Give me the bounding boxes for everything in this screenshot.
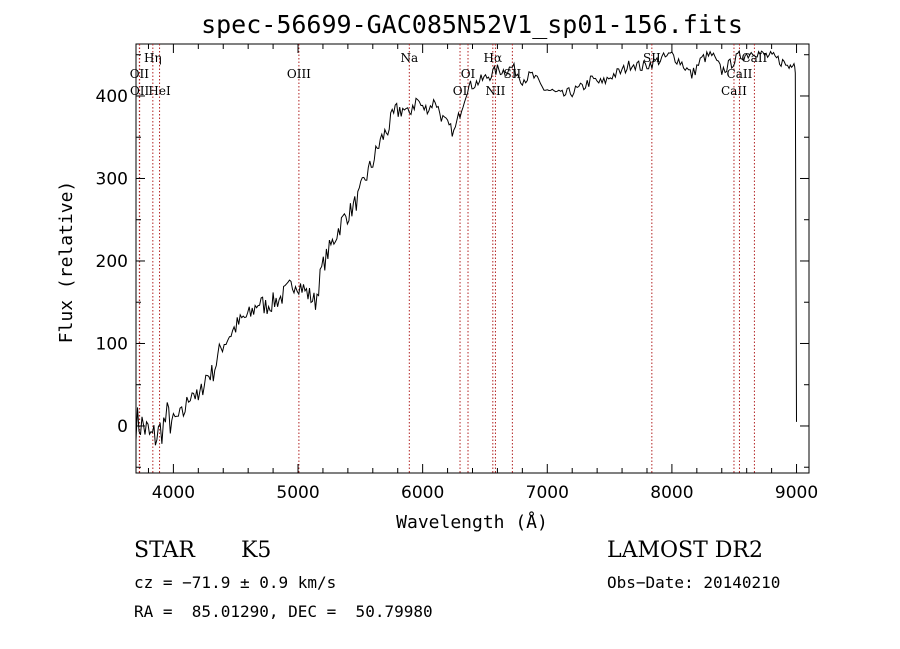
axis-ticks: 4000 5000 6000 7000 8000 9000 0 100 200 300 400 (96, 44, 818, 503)
line-marker-label: Hη (144, 51, 162, 65)
observation-date: Obs−Date: 20140210 (607, 573, 781, 592)
plot-frame (135, 43, 810, 474)
survey-name: LAMOST DR2 (607, 538, 763, 563)
redshift-cz: cz = −71.9 ± 0.9 km/s (134, 573, 337, 592)
line-marker-label: CaII (721, 84, 747, 98)
object-class: STAR (134, 538, 195, 563)
y-tick-label: 100 (96, 334, 128, 354)
line-marker-label: NII (485, 84, 505, 98)
line-marker-label: Na (400, 51, 418, 65)
line-marker-label: Hα (484, 51, 503, 65)
line-marker-label: OII (130, 67, 150, 81)
y-tick-label: 400 (96, 87, 128, 107)
line-marker-label: SII (504, 67, 522, 81)
line-marker-label: HeI (148, 84, 171, 98)
x-axis-label: Wavelength (Å) (396, 511, 548, 533)
y-tick-label: 200 (96, 252, 128, 272)
line-marker-label: OIII (287, 67, 311, 81)
line-marker-label: CaII (741, 51, 767, 65)
line-marker-label: OI (453, 84, 468, 98)
spectrum-line (135, 49, 797, 446)
y-tick-label: 300 (96, 169, 128, 189)
x-tick-label: 5000 (276, 483, 319, 503)
x-tick-label: 4000 (152, 483, 195, 503)
y-tick-label: 0 (117, 417, 128, 437)
x-tick-label: 7000 (526, 483, 569, 503)
line-marker-label: CaII (727, 67, 753, 81)
line-marker-label: SII (643, 51, 661, 65)
ra-dec: RA = 85.01290, DEC = 50.79980 (134, 602, 433, 621)
x-tick-label: 6000 (401, 483, 444, 503)
object-subclass: K5 (241, 538, 272, 563)
y-axis-label: Flux (relative) (56, 181, 77, 344)
x-tick-label: 8000 (650, 483, 693, 503)
line-marker-label: OII (130, 84, 150, 98)
line-marker-label: OI (461, 67, 476, 81)
chart-title: spec-56699-GAC085N52V1_sp01-156.fits (201, 10, 743, 39)
x-tick-label: 9000 (775, 483, 818, 503)
